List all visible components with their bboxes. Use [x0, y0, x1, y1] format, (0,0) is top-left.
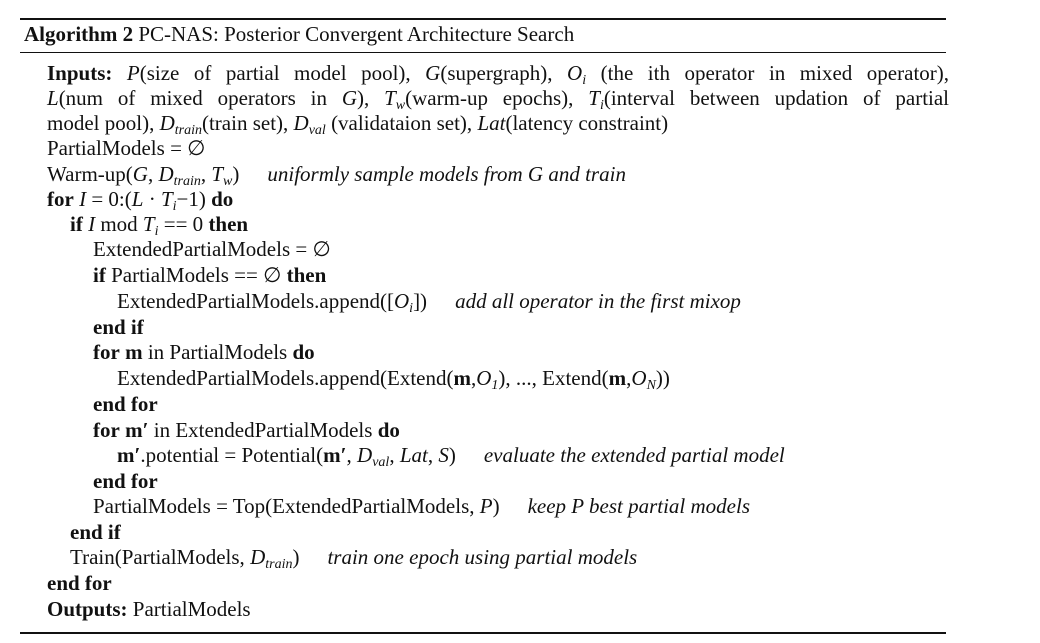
line-append-extend: ExtendedPartialModels.append(Extend(m,O1… [117, 366, 670, 393]
algorithm-label: Algorithm 2 [24, 22, 134, 46]
line-endfor-m: end for [93, 392, 158, 416]
line-endfor-I: end for [47, 571, 112, 595]
algorithm-box: Algorithm 2 PC-NAS: Posterior Convergent… [20, 18, 946, 53]
line-if-empty: if PartialModels == ∅ then [93, 263, 327, 287]
line-append-first: ExtendedPartialModels.append([Oi]) add al… [117, 289, 741, 316]
line-endfor-m-prime: end for [93, 469, 158, 493]
line-ext-init: ExtendedPartialModels = ∅ [93, 237, 331, 261]
comment-warmup: uniformly sample models from G and train [267, 162, 626, 186]
line-for-m-prime: for m′ in ExtendedPartialModels do [93, 418, 400, 442]
comment-top: keep P best partial models [527, 494, 751, 518]
line-for-I: for I = 0:(L · Ti−1) do [47, 187, 234, 214]
line-endif-outer: end if [70, 520, 121, 544]
bottom-rule [20, 632, 946, 634]
inputs-line-3: model pool), Dtrain(train set), Dval (va… [47, 111, 669, 138]
line-train: Train(PartialModels, Dtrain) train one ep… [70, 545, 638, 572]
comment-append: add all operator in the first mixop [455, 289, 741, 313]
line-init: PartialModels = ∅ [47, 136, 206, 160]
inputs-line-2: L(num of mixed operators in G), Tw(warm-… [47, 86, 950, 113]
algorithm-title: Algorithm 2 PC-NAS: Posterior Convergent… [20, 20, 946, 49]
line-outputs: Outputs: PartialModels [47, 597, 251, 621]
inputs-line-1: Inputs: P(size of partial model pool), G… [47, 61, 950, 88]
comment-train: train one epoch using partial models [327, 545, 638, 569]
line-warmup: Warm-up(G, Dtrain, Tw) uniformly sample m… [47, 162, 626, 189]
comment-potential: evaluate the extended partial model [483, 443, 785, 467]
line-potential: m′.potential = Potential(m′, Dval, Lat, … [117, 443, 785, 470]
title-rule [20, 52, 946, 53]
algorithm-name: PC-NAS: Posterior Convergent Architectur… [138, 22, 575, 46]
top-rule [20, 18, 946, 20]
line-if-mod: if I mod Ti == 0 then [70, 212, 249, 239]
line-top: PartialModels = Top(ExtendedPartialModel… [93, 494, 751, 518]
line-for-m: for m in PartialModels do [93, 340, 315, 364]
line-endif-inner: end if [93, 315, 144, 339]
